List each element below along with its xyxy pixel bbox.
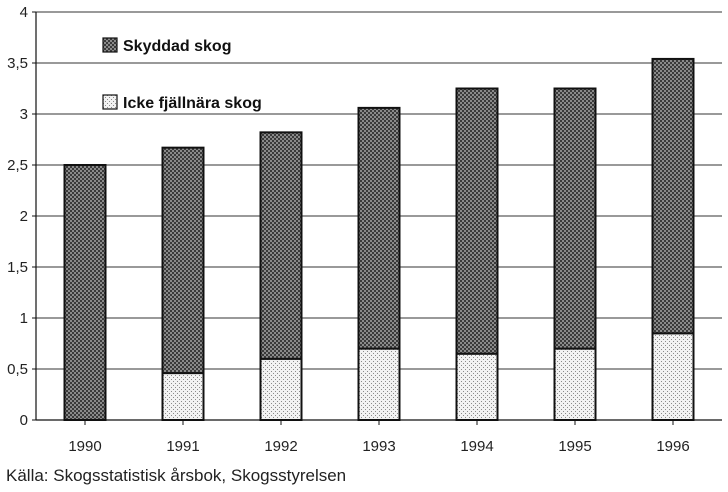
x-tick-label: 1994 — [460, 438, 493, 455]
axes: 0 0,5 1 1,5 2 2,5 3 3,5 4 1990 1991 1992 1993 1994 199… — [7, 4, 722, 455]
bar-segment-skyddad-skog-1994 — [455, 87, 499, 355]
bar-segment-skyddad-skog-1993 — [357, 106, 401, 350]
y-tick-label: 3,5 — [7, 55, 28, 72]
x-tick-label: 1995 — [558, 438, 591, 455]
bar-segment-icke-fjallnara-skog-1991 — [161, 372, 205, 421]
bar-segment-icke-fjallnara-skog-1995 — [553, 347, 597, 422]
y-tick-label: 0,5 — [7, 361, 28, 378]
bar-segment-icke-fjallnara-skog-1992 — [259, 357, 303, 421]
y-tick-label: 2 — [20, 208, 28, 225]
legend-label-icke-fjallnara-skog: Icke fjällnära skog — [123, 95, 262, 112]
x-tick-label: 1990 — [68, 438, 101, 455]
bar-segment-skyddad-skog-1990 — [63, 164, 107, 421]
source-note: Källa: Skogsstatistisk årsbok, Skogsstyr… — [6, 466, 347, 485]
bar-segment-skyddad-skog-1996 — [651, 57, 695, 335]
y-tick-label: 2,5 — [7, 157, 28, 174]
stacked-bar-chart: 0 0,5 1 1,5 2 2,5 3 3,5 4 1990 1991 1992 1993 1994 199… — [7, 4, 722, 455]
bar-segment-icke-fjallnara-skog-1996 — [651, 332, 695, 421]
y-tick-label: 0 — [20, 412, 28, 429]
y-tick-label: 1,5 — [7, 259, 28, 276]
bar-segment-icke-fjallnara-skog-1993 — [357, 347, 401, 422]
legend: Skyddad skog Icke fjällnära skog — [102, 37, 262, 112]
bar-segment-icke-fjallnara-skog-1994 — [455, 352, 499, 422]
bars — [63, 57, 695, 422]
y-tick-label: 1 — [20, 310, 28, 327]
x-tick-label: 1991 — [166, 438, 199, 455]
legend-label-skyddad-skog: Skyddad skog — [123, 38, 231, 55]
x-tick-label: 1996 — [656, 438, 689, 455]
bar-segment-skyddad-skog-1992 — [259, 131, 303, 360]
legend-swatch-icke-fjallnara-skog — [102, 94, 118, 110]
x-tick-label: 1993 — [362, 438, 395, 455]
y-tick-label: 3 — [20, 106, 28, 123]
bar-segment-skyddad-skog-1991 — [161, 146, 205, 375]
bar-segment-skyddad-skog-1995 — [553, 87, 597, 350]
legend-swatch-skyddad-skog — [102, 37, 118, 53]
y-tick-label: 4 — [20, 4, 28, 21]
x-tick-label: 1992 — [264, 438, 297, 455]
